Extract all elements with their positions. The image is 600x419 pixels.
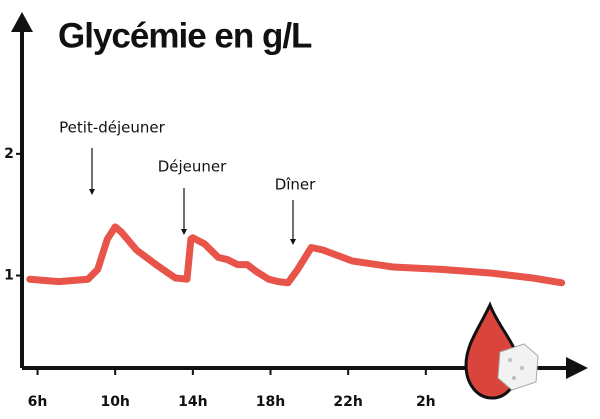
annotation: Dîner [275,176,316,194]
y-tick-label: 2 [4,146,14,162]
glucose-line [26,223,566,287]
chart-title: Glycémie en g/L [58,16,312,55]
x-tick-label: 6h [28,394,48,410]
x-axis-arrow [566,357,588,379]
x-tick-label: 14h [178,394,207,410]
x-tick-label: 2h [416,394,436,410]
y-tick-label: 1 [4,268,14,284]
y-axis-arrow [11,12,33,32]
drop-icon [464,301,539,400]
annotations: Petit-déjeuner Déjeuner Dîner [59,119,316,245]
annotation: Déjeuner [158,158,227,176]
annotation: Petit-déjeuner [59,119,165,137]
x-tick-label: 18h [256,394,285,410]
x-tick-label: 22h [333,394,362,410]
x-tick-label: 10h [100,394,129,410]
